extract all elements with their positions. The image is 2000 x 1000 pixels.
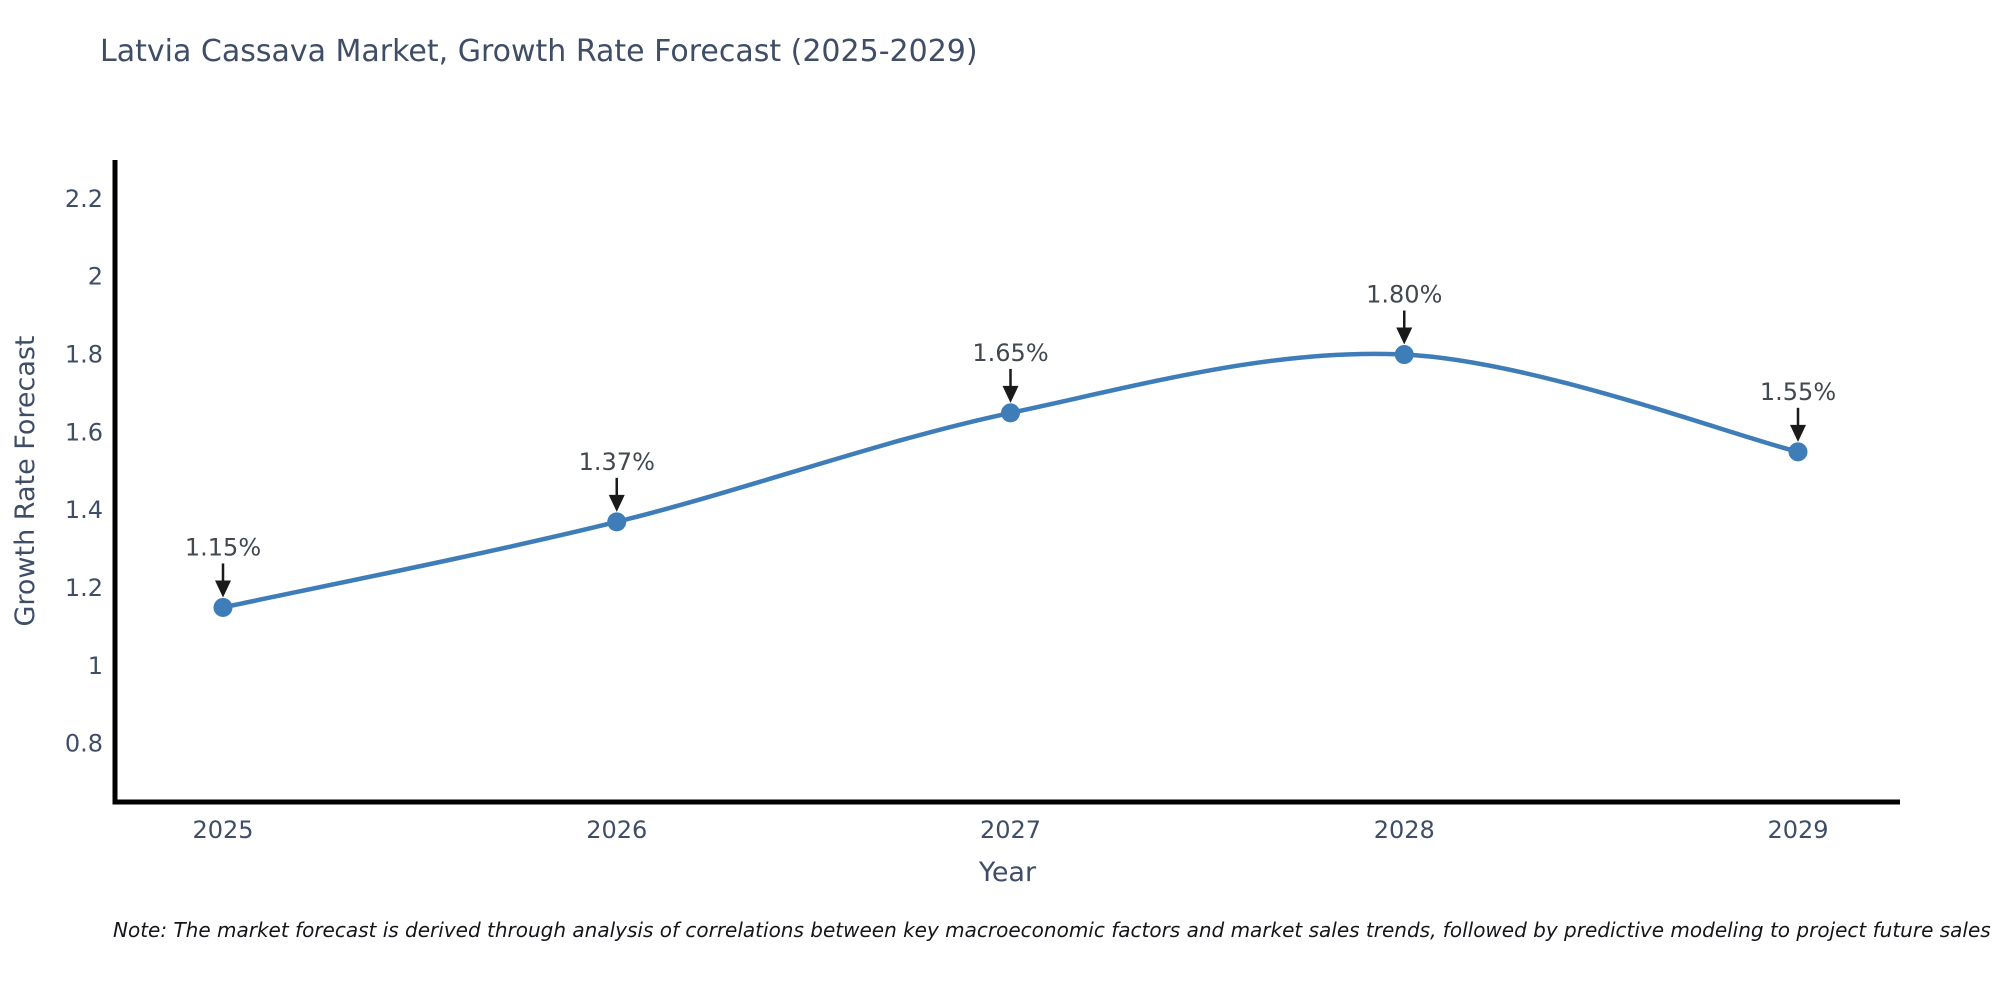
data-point-marker — [1001, 403, 1020, 423]
data-point-marker — [1788, 442, 1808, 462]
data-point-marker — [1394, 345, 1414, 365]
y-tick-label: 2 — [88, 263, 103, 291]
x-tick-label: 2027 — [980, 816, 1041, 844]
y-axis-title: Growth Rate Forecast — [10, 335, 41, 626]
annotation-arrowhead-icon — [1396, 327, 1413, 345]
x-tick-label: 2026 — [586, 816, 647, 844]
data-point-marker — [213, 597, 233, 617]
y-tick-label: 1.4 — [65, 496, 103, 524]
x-tick-label: 2025 — [192, 816, 253, 844]
data-point-marker — [607, 512, 627, 532]
data-label-annotation: 1.80% — [1366, 281, 1442, 309]
footnote-text: Note: The market forecast is derived thr… — [113, 918, 1991, 942]
annotation-arrowhead-icon — [1790, 424, 1806, 442]
y-tick-label: 1.2 — [65, 574, 103, 602]
chart-title: Latvia Cassava Market, Growth Rate Forec… — [100, 34, 978, 69]
annotation-arrowhead-icon — [1002, 385, 1019, 403]
data-label-annotation: 1.37% — [579, 448, 655, 476]
y-tick-label: 1.8 — [65, 341, 103, 369]
data-label-annotation: 1.65% — [972, 339, 1048, 367]
annotation-arrowhead-icon — [608, 494, 625, 512]
data-label-annotation: 1.15% — [185, 533, 261, 561]
y-tick-label: 0.8 — [65, 730, 103, 758]
data-label-annotation: 1.55% — [1760, 378, 1836, 406]
y-tick-label: 1.6 — [65, 418, 103, 446]
y-tick-label: 2.2 — [65, 185, 103, 213]
x-tick-label: 2029 — [1767, 816, 1828, 844]
annotation-arrowhead-icon — [215, 580, 231, 598]
y-tick-label: 1 — [88, 652, 103, 680]
x-axis-title: Year — [978, 857, 1037, 888]
x-tick-label: 2028 — [1374, 816, 1435, 844]
